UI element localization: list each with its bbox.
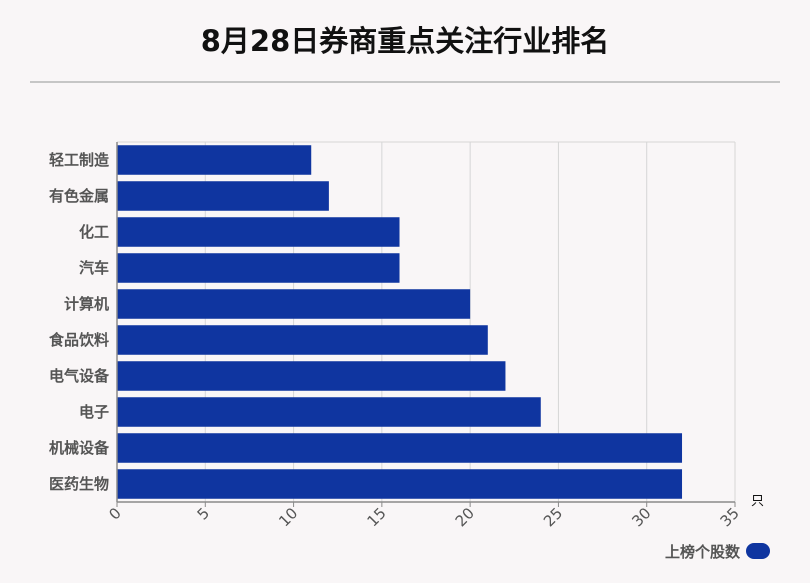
legend-swatch bbox=[746, 543, 770, 559]
bar bbox=[117, 325, 488, 355]
x-tick-label: 30 bbox=[628, 504, 654, 530]
bar bbox=[117, 469, 683, 499]
y-category-label: 汽车 bbox=[79, 259, 109, 277]
bar bbox=[117, 361, 506, 391]
y-category-label: 食品饮料 bbox=[49, 331, 109, 349]
x-tick-label: 35 bbox=[717, 504, 743, 530]
x-tick-label: 10 bbox=[275, 504, 301, 530]
bar bbox=[117, 145, 312, 175]
y-category-label: 电气设备 bbox=[49, 367, 110, 385]
x-tick-label: 0 bbox=[105, 504, 124, 523]
y-category-label: 轻工制造 bbox=[49, 151, 109, 169]
bar bbox=[117, 289, 471, 319]
bar bbox=[117, 433, 683, 463]
bar bbox=[117, 181, 329, 211]
bar bbox=[117, 397, 541, 427]
y-category-label: 医药生物 bbox=[49, 475, 109, 493]
x-tick-label: 20 bbox=[452, 504, 478, 530]
y-category-label: 化工 bbox=[79, 223, 109, 241]
x-axis-unit: 只 bbox=[751, 494, 764, 509]
y-category-label: 有色金属 bbox=[49, 187, 109, 205]
title-divider bbox=[30, 81, 780, 83]
x-tick-label: 5 bbox=[194, 504, 213, 523]
y-category-label: 电子 bbox=[79, 403, 109, 421]
bar bbox=[117, 253, 400, 283]
y-category-label: 计算机 bbox=[64, 295, 109, 313]
bar bbox=[117, 217, 400, 247]
legend: 上榜个股数 bbox=[665, 540, 770, 562]
x-tick-label: 25 bbox=[540, 504, 566, 530]
x-tick-label: 15 bbox=[363, 504, 389, 530]
legend-label: 上榜个股数 bbox=[664, 542, 740, 561]
chart-title: 8月28日券商重点关注行业排名 bbox=[200, 24, 610, 58]
y-category-label: 机械设备 bbox=[49, 439, 110, 457]
